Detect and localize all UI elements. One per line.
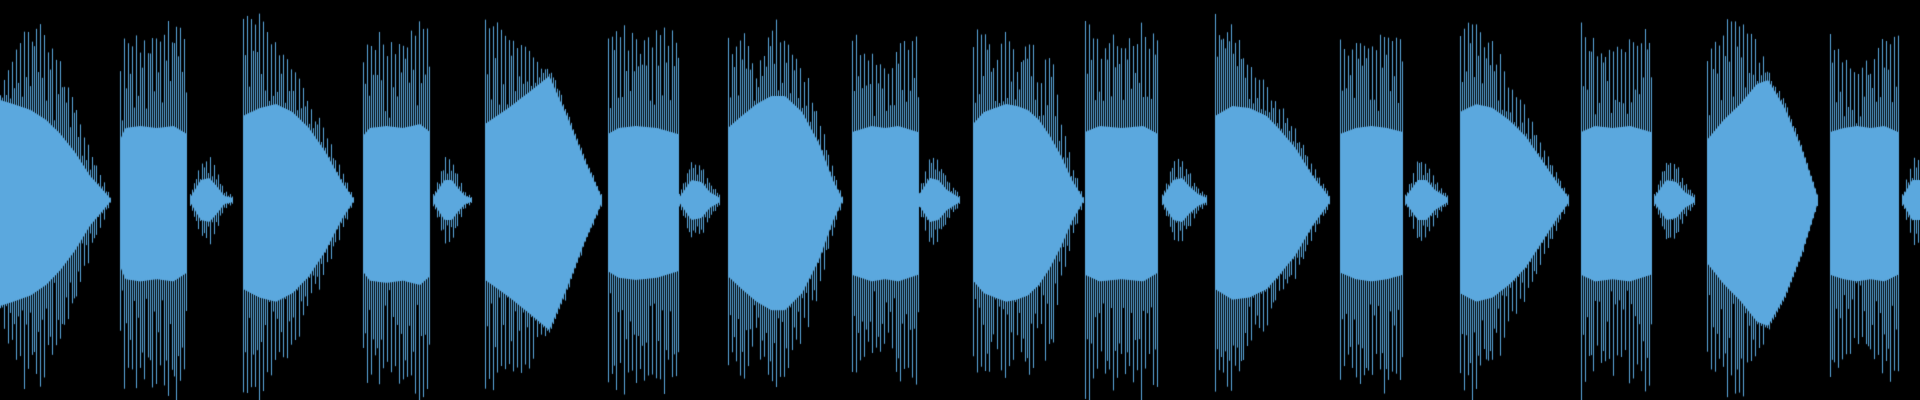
waveform-canvas[interactable] xyxy=(0,0,1920,400)
waveform-track xyxy=(0,0,1920,400)
